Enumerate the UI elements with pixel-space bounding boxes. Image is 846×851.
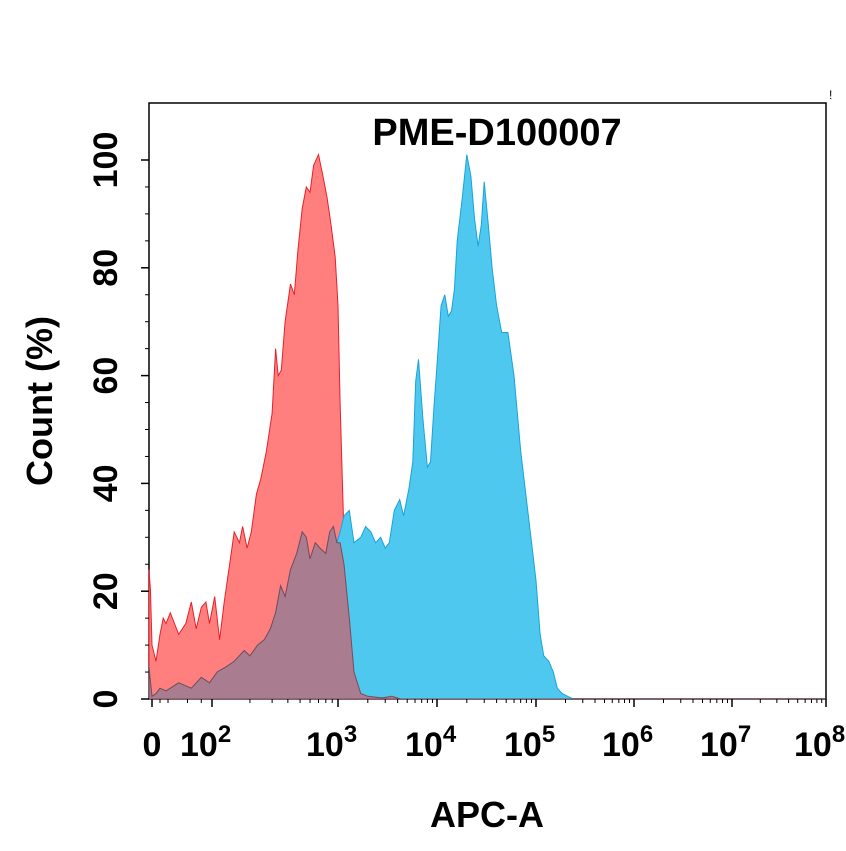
corner-marker: ! — [829, 88, 832, 102]
x-tick-label-10000: 104 — [405, 721, 457, 764]
y-tick-label-60: 60 — [87, 357, 125, 395]
y-tick-label-100: 100 — [87, 132, 125, 189]
axis-layer: 0 20 40 60 80 100 0 102 103 104 105 106 107 108 — [87, 132, 845, 764]
x-tick-label-100000: 105 — [504, 721, 555, 764]
x-tick-label-1000: 103 — [306, 721, 357, 764]
chart-title: PME-D100007 — [372, 112, 621, 154]
y-axis-label: Count (%) — [19, 316, 60, 486]
y-tick-label-80: 80 — [87, 249, 125, 287]
x-tick-label-10000000: 107 — [700, 721, 751, 764]
x-axis-label: APC-A — [430, 794, 544, 835]
y-tick-label-20: 20 — [87, 572, 125, 610]
y-tick-label-40: 40 — [87, 464, 125, 502]
x-tick-label-100: 102 — [180, 721, 231, 764]
x-tick-label-1000000: 106 — [602, 721, 653, 764]
plot-area: 0 20 40 60 80 100 0 102 103 104 105 106 107 108 — [87, 102, 845, 764]
y-tick-label-0: 0 — [87, 690, 125, 709]
x-tick-label-100000000: 108 — [794, 721, 845, 764]
histogram-series-3 — [148, 525, 826, 700]
series-layer — [148, 152, 826, 700]
x-tick-label-0: 0 — [143, 726, 162, 764]
